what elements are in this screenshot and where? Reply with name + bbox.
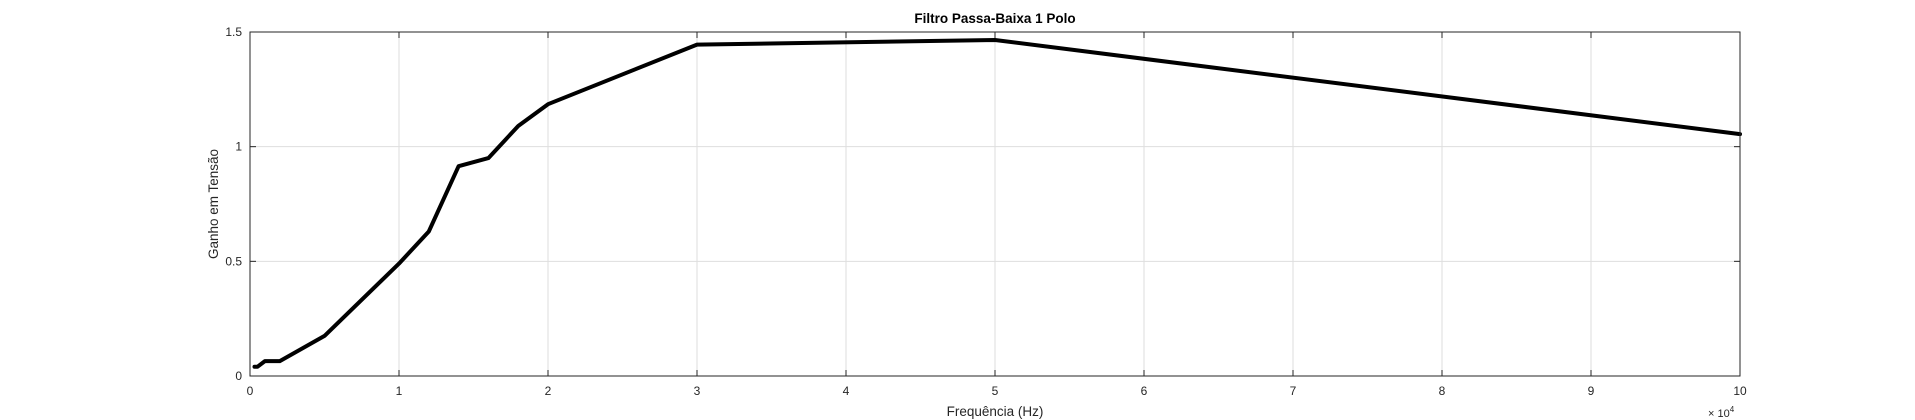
x-tick-label: 0 bbox=[247, 384, 254, 398]
x-axis-multiplier: × 104 bbox=[1708, 405, 1735, 420]
series-line-ganho bbox=[252, 38, 1742, 369]
x-tick-label: 8 bbox=[1439, 384, 1446, 398]
plot-area bbox=[249, 31, 1742, 377]
x-tick-labels: 0 1 2 3 4 5 6 7 8 9 10 bbox=[247, 384, 1747, 398]
axes-frame bbox=[249, 31, 1741, 377]
x-tick-label: 10 bbox=[1733, 384, 1747, 398]
x-tick-label: 5 bbox=[992, 384, 999, 398]
x-tick-label: 2 bbox=[545, 384, 552, 398]
x-tick-label: 1 bbox=[396, 384, 403, 398]
x-tick-label: 3 bbox=[694, 384, 701, 398]
y-tick-labels: 0 0.5 1 1.5 bbox=[225, 25, 242, 383]
y-tick-label: 0.5 bbox=[225, 254, 242, 268]
y-tick-label: 1.5 bbox=[225, 25, 242, 39]
chart-title: Filtro Passa-Baixa 1 Polo bbox=[914, 11, 1075, 26]
y-tick-label: 0 bbox=[235, 369, 242, 383]
y-tick-label: 1 bbox=[235, 140, 242, 154]
y-axis-label: Ganho em Tensão bbox=[206, 149, 221, 259]
x-tick-label: 9 bbox=[1588, 384, 1595, 398]
x-tick-label: 7 bbox=[1290, 384, 1297, 398]
x-axis-label: Frequência (Hz) bbox=[947, 404, 1044, 419]
x-tick-label: 6 bbox=[1141, 384, 1148, 398]
x-multiplier-exponent: 4 bbox=[1730, 405, 1735, 414]
x-tick-label: 4 bbox=[843, 384, 850, 398]
x-multiplier-base: × 10 bbox=[1708, 408, 1730, 420]
